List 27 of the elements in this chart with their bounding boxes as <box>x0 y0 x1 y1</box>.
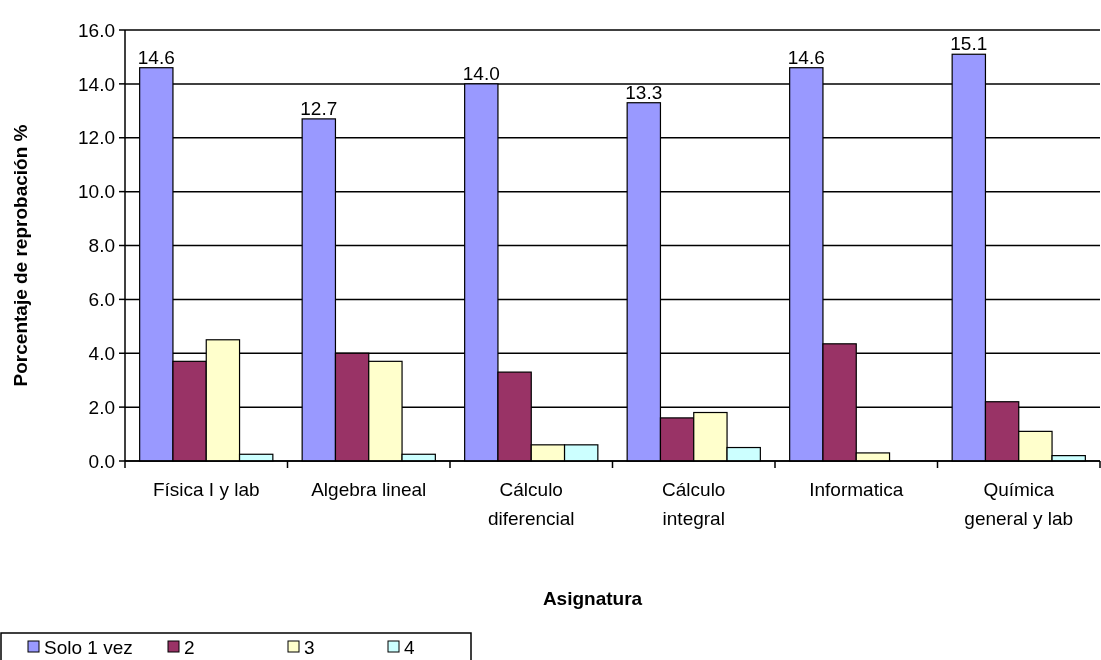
y-tick-label: 12.0 <box>78 127 115 149</box>
x-tick-label: Cálculo diferencial <box>487 479 575 529</box>
y-tick-label: 6.0 <box>88 289 115 311</box>
data-label: 14.6 <box>137 46 175 68</box>
y-axis-title: Porcentaje de reprobación % <box>10 124 31 387</box>
y-tick-label: 14.0 <box>78 73 115 95</box>
y-tick-label: 2.0 <box>88 396 115 418</box>
legend-label: Solo 1 vez <box>44 636 133 658</box>
x-tick-label: Química general y lab <box>964 479 1074 529</box>
data-label: 14.0 <box>462 62 500 84</box>
legend-label: 3 <box>304 636 315 658</box>
data-label: 15.1 <box>950 33 988 55</box>
y-tick-label: 8.0 <box>88 235 115 257</box>
x-tick-label: Cálculo integral <box>662 479 726 529</box>
y-tick-label: 4.0 <box>88 342 115 364</box>
x-tick-label: Informatica <box>809 479 904 500</box>
y-tick-label: 16.0 <box>78 19 115 41</box>
y-tick-label: 0.0 <box>88 450 115 472</box>
data-label: 14.6 <box>787 46 825 68</box>
legend-label: 4 <box>404 636 415 658</box>
x-tick-label: Física I y lab <box>152 479 260 500</box>
x-axis-title: Asignatura <box>542 588 643 609</box>
legend-label: 2 <box>184 636 195 658</box>
data-label: 12.7 <box>300 97 338 119</box>
x-tick-label: Algebra lineal <box>311 479 427 500</box>
y-tick-label: 10.0 <box>78 181 115 203</box>
data-label: 13.3 <box>625 81 663 103</box>
